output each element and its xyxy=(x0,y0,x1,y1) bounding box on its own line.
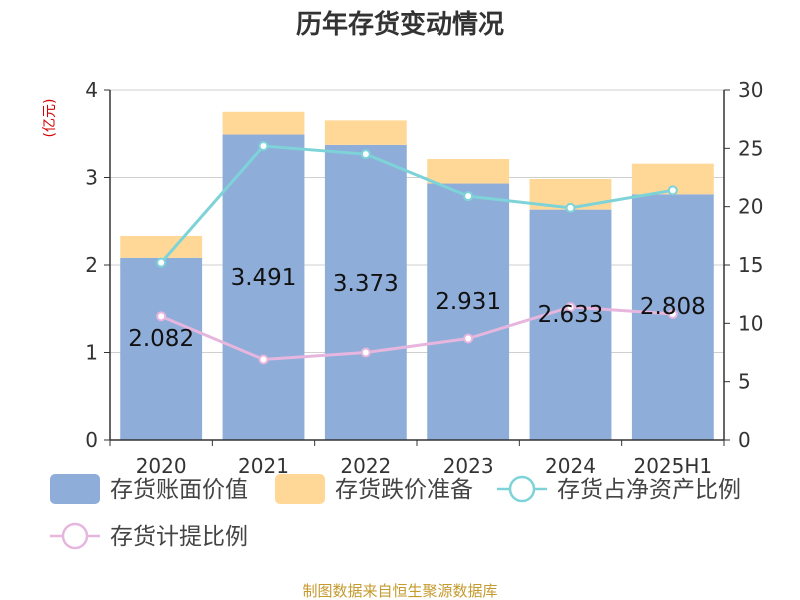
line-point xyxy=(667,309,678,319)
bar-book-value xyxy=(120,257,203,440)
bars xyxy=(120,111,714,441)
bar-book-value xyxy=(324,144,407,441)
data-label: 2.931 xyxy=(435,289,501,315)
source-note: 制图数据来自恒生聚源数据库 xyxy=(302,582,497,600)
x-tick-label: 2023 xyxy=(443,454,494,478)
line-point xyxy=(156,311,167,322)
right-tick-label: 30 xyxy=(738,78,763,102)
data-label: 2.633 xyxy=(538,302,604,328)
line-point xyxy=(565,202,576,213)
line-point xyxy=(667,185,678,196)
grid-lines xyxy=(110,89,724,353)
line-series-1 xyxy=(160,144,674,264)
line-point xyxy=(463,333,474,344)
bar-impairment-reserve xyxy=(120,235,203,258)
right-tick-label: 0 xyxy=(738,428,751,452)
line-point xyxy=(463,191,474,202)
line-point xyxy=(360,347,371,358)
line-point xyxy=(258,141,269,151)
legend-swatch-marker xyxy=(61,522,89,550)
x-tick-label: 2020 xyxy=(136,454,187,478)
bar-impairment-reserve xyxy=(222,111,305,135)
left-axis-unit: (亿元) xyxy=(42,99,58,138)
data-label: 3.373 xyxy=(333,271,399,297)
data-label: 2.082 xyxy=(128,326,194,352)
legend-label: 存货跌价准备 xyxy=(335,477,473,503)
left-tick-label: 2 xyxy=(85,253,98,277)
bar-impairment-reserve xyxy=(427,159,510,184)
line-point xyxy=(565,302,576,312)
x-tick-label: 2024 xyxy=(545,454,596,478)
data-labels: 2.082 3.491 3.373 2.931 2.633 2.808 xyxy=(128,265,706,352)
line-point xyxy=(258,354,269,365)
left-tick-label: 4 xyxy=(85,78,98,102)
legend-swatch xyxy=(50,474,100,504)
right-tick-label: 5 xyxy=(738,370,751,394)
bar-book-value xyxy=(529,209,612,440)
bar-book-value xyxy=(222,134,305,440)
right-axis-unit: % xyxy=(796,88,800,101)
lines xyxy=(156,141,678,365)
right-tick-label: 15 xyxy=(738,253,763,277)
legend-label: 存货占净资产比例 xyxy=(557,477,741,503)
bar-impairment-reserve xyxy=(324,120,407,145)
line-series-2 xyxy=(160,305,673,362)
legend-label: 存货账面价值 xyxy=(110,477,248,503)
left-tick-label: 0 xyxy=(85,428,98,452)
legend-label: 存货计提比例 xyxy=(110,524,248,550)
line-point xyxy=(156,257,167,268)
legend-swatch xyxy=(275,474,325,504)
left-tick-label: 3 xyxy=(85,166,98,190)
right-tick-label: 10 xyxy=(738,311,763,335)
data-label: 2.808 xyxy=(640,294,706,320)
legend-swatch-marker xyxy=(508,475,536,503)
right-tick-label: 20 xyxy=(738,195,763,219)
x-tick-label: 2022 xyxy=(340,454,391,478)
data-label: 3.491 xyxy=(231,265,297,291)
x-tick-label: 2025H1 xyxy=(633,454,712,478)
right-tick-label: 25 xyxy=(738,136,763,160)
chart-title: 历年存货变动情况 xyxy=(296,9,504,40)
bar-book-value xyxy=(427,183,510,440)
line-point xyxy=(360,149,371,160)
left-tick-label: 1 xyxy=(85,341,98,365)
